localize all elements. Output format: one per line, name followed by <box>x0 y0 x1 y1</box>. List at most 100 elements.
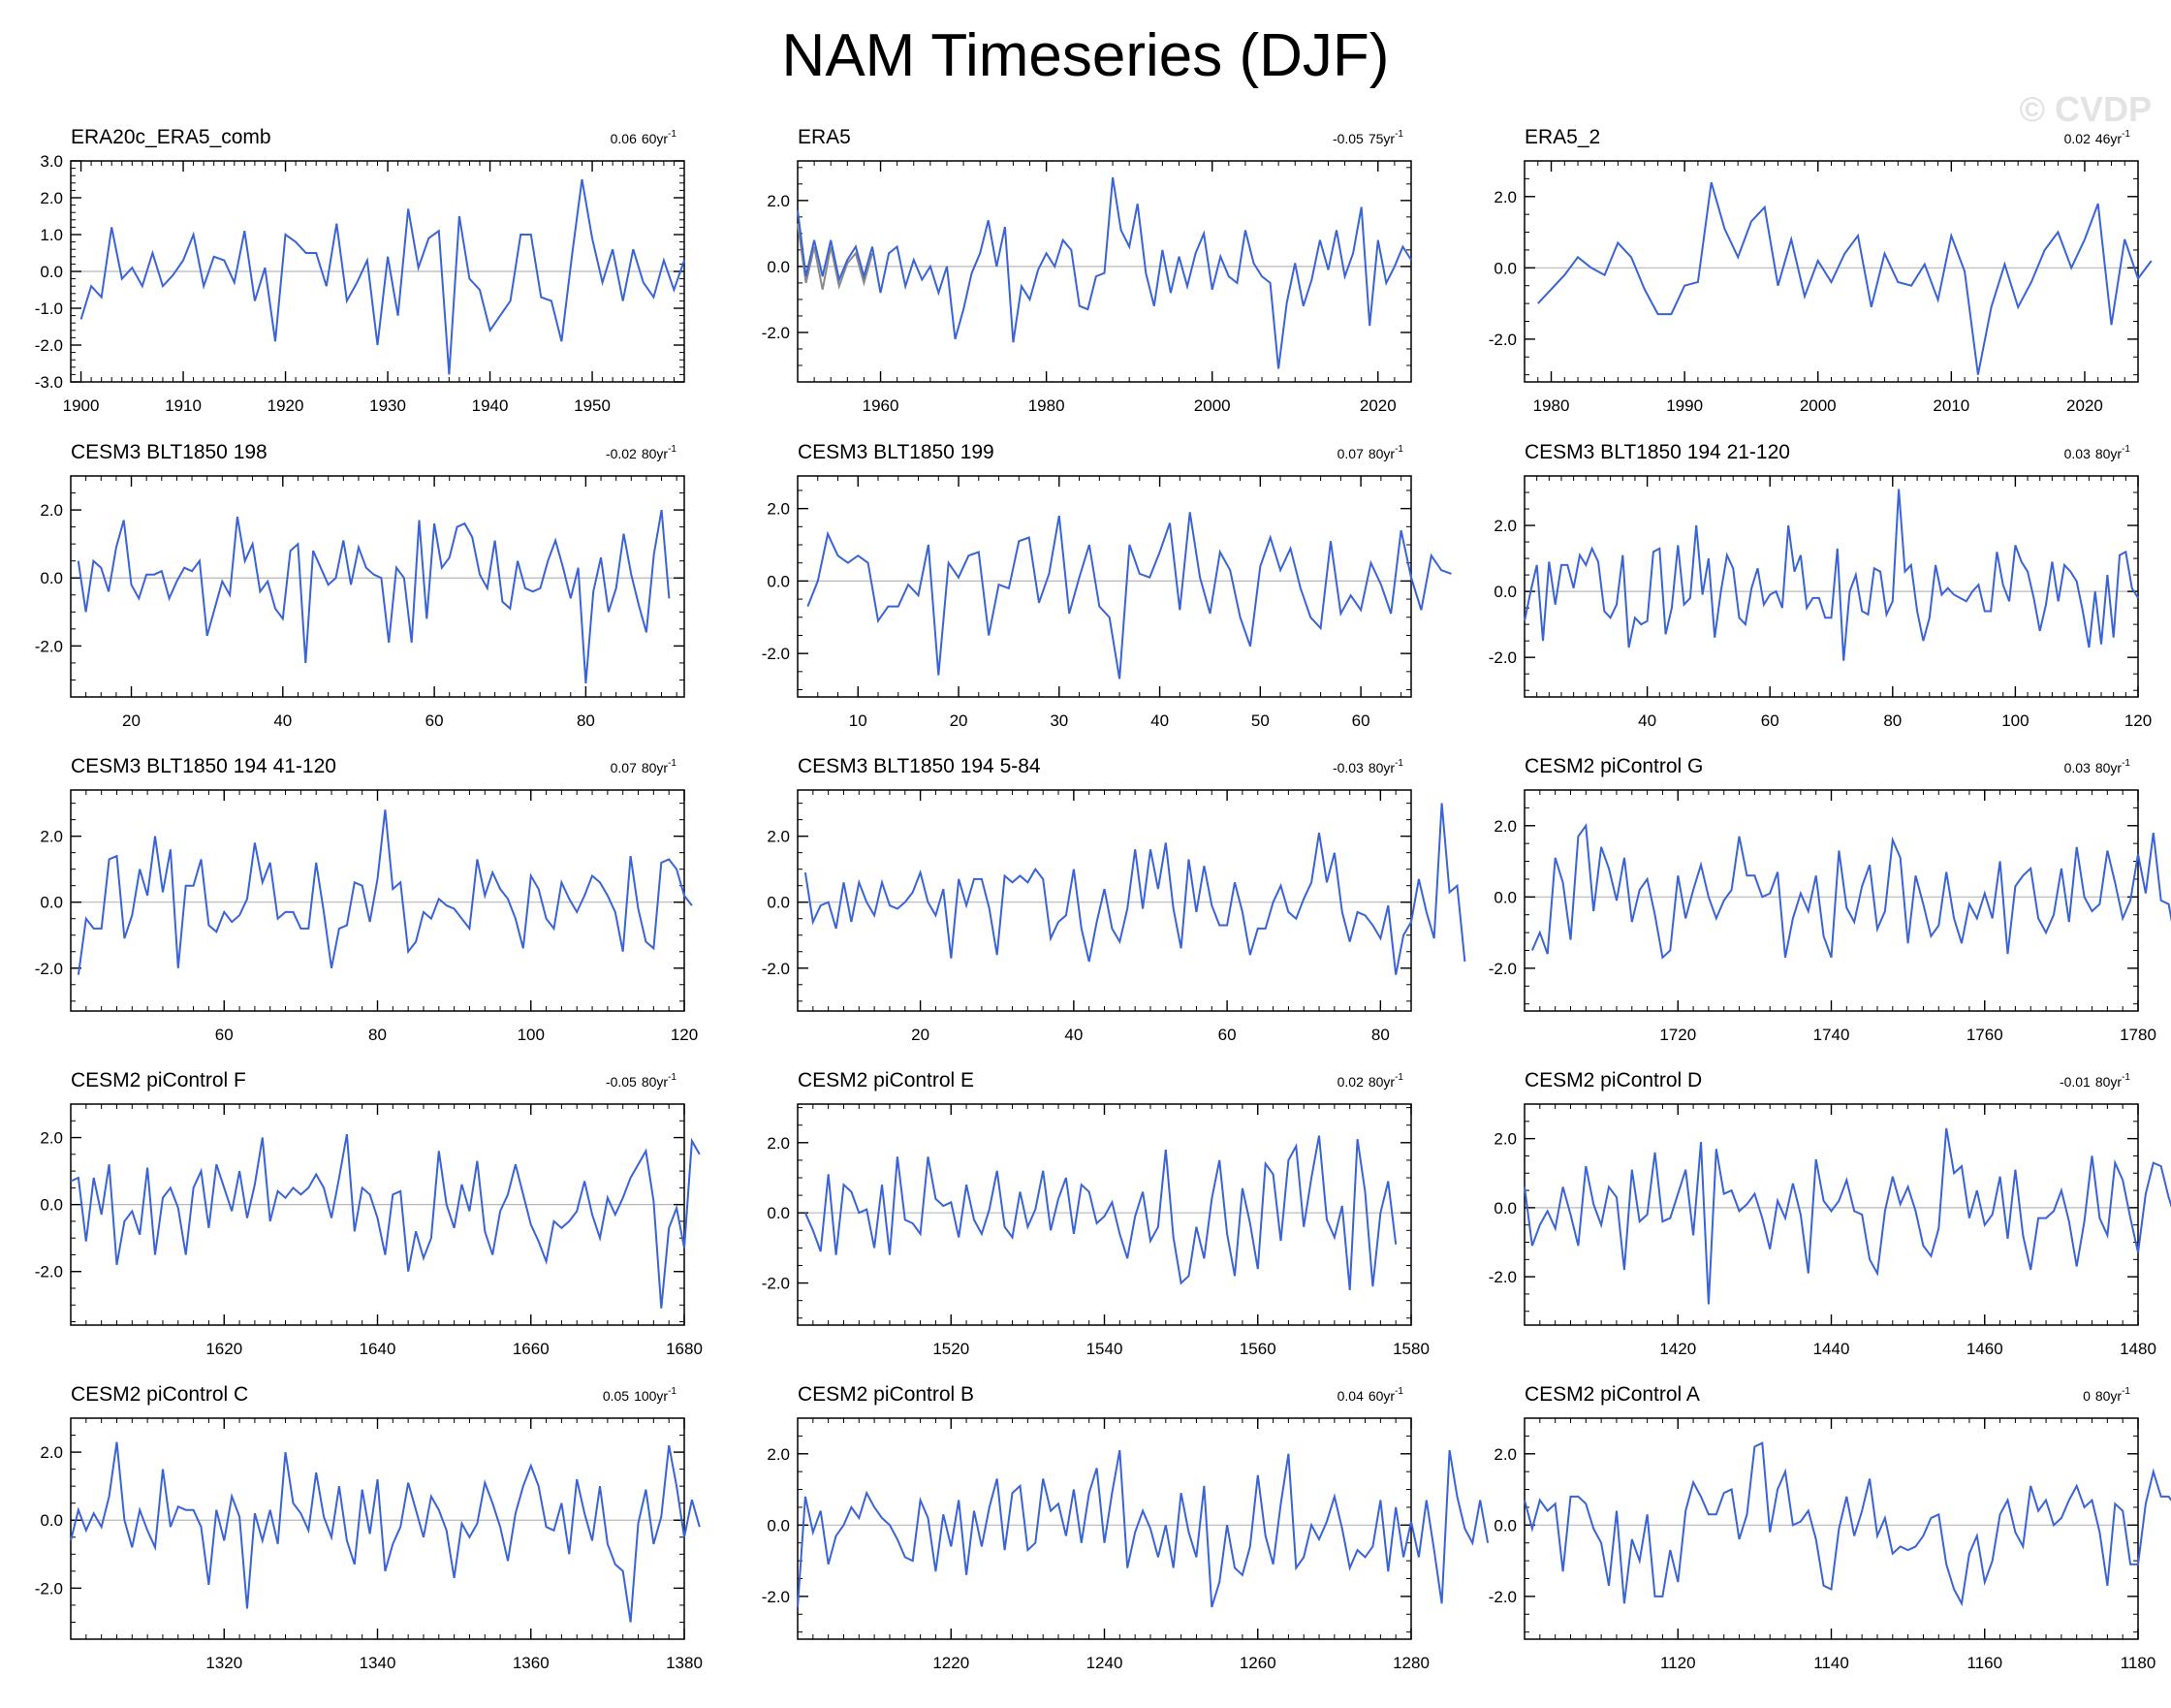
y-tick-label: 0.0 <box>767 1516 790 1534</box>
y-tick-label: -2.0 <box>35 960 63 978</box>
plot-frame <box>70 475 685 698</box>
plot-frame <box>1524 160 2139 383</box>
chart-panel-13: CESM2 piControl C 0.05 100yr-1 1320 1340 1360… <box>35 1383 703 1672</box>
chart-panel-5: CESM3 BLT1850 199 0.07 80yr-1 10 20 30 40 50 60 2… <box>762 441 1452 730</box>
y-tick-label: 0.0 <box>40 1196 63 1215</box>
y-tick-label: 0.0 <box>40 569 63 587</box>
x-tick-label: 40 <box>1638 712 1656 730</box>
series-line <box>797 1449 1490 1608</box>
series-line <box>1537 181 2153 375</box>
plot-frame <box>1524 1103 2139 1326</box>
chart-panel-4: CESM3 BLT1850 198 -0.02 80yr-1 20 40 60 80 2.0 0… <box>35 441 685 730</box>
x-tick-label: 100 <box>2001 712 2029 730</box>
x-tick-label: 1950 <box>574 396 611 415</box>
x-tick-label: 1640 <box>360 1340 396 1358</box>
secondary-series-line <box>797 223 873 290</box>
x-tick-label: 1140 <box>1813 1654 1849 1672</box>
x-tick-label: 80 <box>1883 712 1902 730</box>
trend-label: -0.01 80yr-1 <box>2060 1072 2130 1090</box>
y-tick-label: 2.0 <box>767 828 790 846</box>
trend-label: 0.06 60yr-1 <box>611 129 677 146</box>
plot-frame <box>1524 475 2139 698</box>
y-tick-label: 2.0 <box>40 1443 63 1462</box>
plot-frame <box>70 789 685 1012</box>
plot-frame <box>797 160 1412 383</box>
trend-label: 0.03 80yr-1 <box>2064 444 2131 461</box>
x-tick-label: 1920 <box>267 396 304 415</box>
x-tick-label: 1990 <box>1666 396 1703 415</box>
y-tick-label: 2.0 <box>1494 1445 1517 1464</box>
trend-label: 0.04 60yr-1 <box>1337 1386 1404 1404</box>
y-tick-label: -1.0 <box>35 300 63 318</box>
trend-label: 0.07 80yr-1 <box>1337 444 1404 461</box>
x-tick-label: 60 <box>425 712 444 730</box>
plot-frame <box>797 1417 1412 1640</box>
x-tick-label: 10 <box>849 712 867 730</box>
trend-label: -0.02 80yr-1 <box>606 444 676 461</box>
page-title: NAM Timeseries (DJF) <box>781 22 1390 89</box>
chart-panel-7: CESM3 BLT1850 194 41-120 0.07 80yr-1 60 80 10… <box>35 755 698 1044</box>
x-tick-label: 1680 <box>666 1340 703 1358</box>
panel-title: CESM2 piControl C <box>71 1383 248 1406</box>
panel-title: CESM2 piControl G <box>1525 755 1703 777</box>
chart-panel-3: ERA5_2 0.02 46yr-1 1980 1990 2000 2010 2020 2.0 0… <box>1489 126 2153 415</box>
plot-frame <box>797 475 1412 698</box>
x-tick-label: 1620 <box>205 1340 242 1358</box>
y-tick-label: -3.0 <box>35 373 63 392</box>
x-tick-label: 1980 <box>1533 396 1570 415</box>
x-tick-label: 60 <box>1761 712 1779 730</box>
panel-title: CESM3 BLT1850 199 <box>798 441 994 463</box>
x-tick-label: 1320 <box>205 1654 242 1672</box>
series-line <box>1524 1127 2171 1305</box>
y-tick-label: 0.0 <box>767 258 790 276</box>
x-tick-label: 40 <box>273 712 292 730</box>
x-tick-label: 1980 <box>1028 396 1065 415</box>
chart-panel-11: CESM2 piControl E 0.02 80yr-1 1520 1540 1560 1… <box>762 1069 1430 1358</box>
x-tick-label: 1520 <box>932 1340 969 1358</box>
x-tick-label: 40 <box>1150 712 1169 730</box>
x-tick-label: 1480 <box>2120 1340 2156 1358</box>
x-tick-label: 1280 <box>1393 1654 1430 1672</box>
trend-label: -0.05 75yr-1 <box>1333 129 1403 146</box>
plot-frame <box>70 1417 685 1640</box>
x-tick-label: 1160 <box>1966 1654 2002 1672</box>
x-tick-label: 1900 <box>63 396 100 415</box>
y-tick-label: 0.0 <box>40 263 63 281</box>
series-line <box>70 1133 701 1309</box>
trend-label: 0 80yr-1 <box>2083 1386 2130 1404</box>
panel-title: CESM3 BLT1850 194 5-84 <box>798 755 1041 777</box>
y-tick-label: 2.0 <box>767 500 790 519</box>
y-tick-label: 2.0 <box>40 189 63 207</box>
x-tick-label: 1380 <box>666 1654 703 1672</box>
trend-label: 0.02 80yr-1 <box>1337 1072 1404 1090</box>
x-tick-label: 20 <box>950 712 968 730</box>
series-line <box>77 509 671 684</box>
y-tick-label: 2.0 <box>1494 188 1517 206</box>
x-tick-label: 80 <box>1371 1026 1390 1044</box>
y-tick-label: 2.0 <box>1494 1130 1517 1149</box>
x-tick-label: 1240 <box>1086 1654 1123 1672</box>
series-line <box>797 176 1412 369</box>
panel-title: CESM2 piControl A <box>1525 1383 1700 1406</box>
x-tick-label: 100 <box>518 1026 545 1044</box>
x-tick-label: 60 <box>1352 712 1370 730</box>
x-tick-label: 50 <box>1251 712 1270 730</box>
y-tick-label: 2.0 <box>40 1129 63 1148</box>
x-tick-label: 1360 <box>513 1654 550 1672</box>
x-tick-label: 1580 <box>1393 1340 1430 1358</box>
y-tick-label: 0.0 <box>40 1511 63 1530</box>
trend-label: -0.03 80yr-1 <box>1333 758 1403 775</box>
y-tick-label: -2.0 <box>35 1579 63 1597</box>
x-tick-label: 1260 <box>1240 1654 1276 1672</box>
series-line <box>803 803 1466 975</box>
x-tick-label: 80 <box>368 1026 387 1044</box>
y-tick-label: -2.0 <box>35 637 63 655</box>
chart-panel-6: CESM3 BLT1850 194 21-120 0.03 80yr-1 40 60 80… <box>1489 441 2152 730</box>
x-tick-label: 1960 <box>863 396 899 415</box>
panel-title: ERA20c_ERA5_comb <box>71 126 271 148</box>
chart-panel-14: CESM2 piControl B 0.04 60yr-1 1220 1240 1260 1… <box>762 1383 1490 1672</box>
y-tick-label: 0.0 <box>1494 583 1517 601</box>
y-tick-label: 2.0 <box>767 192 790 210</box>
x-tick-label: 1740 <box>1813 1026 1850 1044</box>
x-tick-label: 20 <box>911 1026 929 1044</box>
